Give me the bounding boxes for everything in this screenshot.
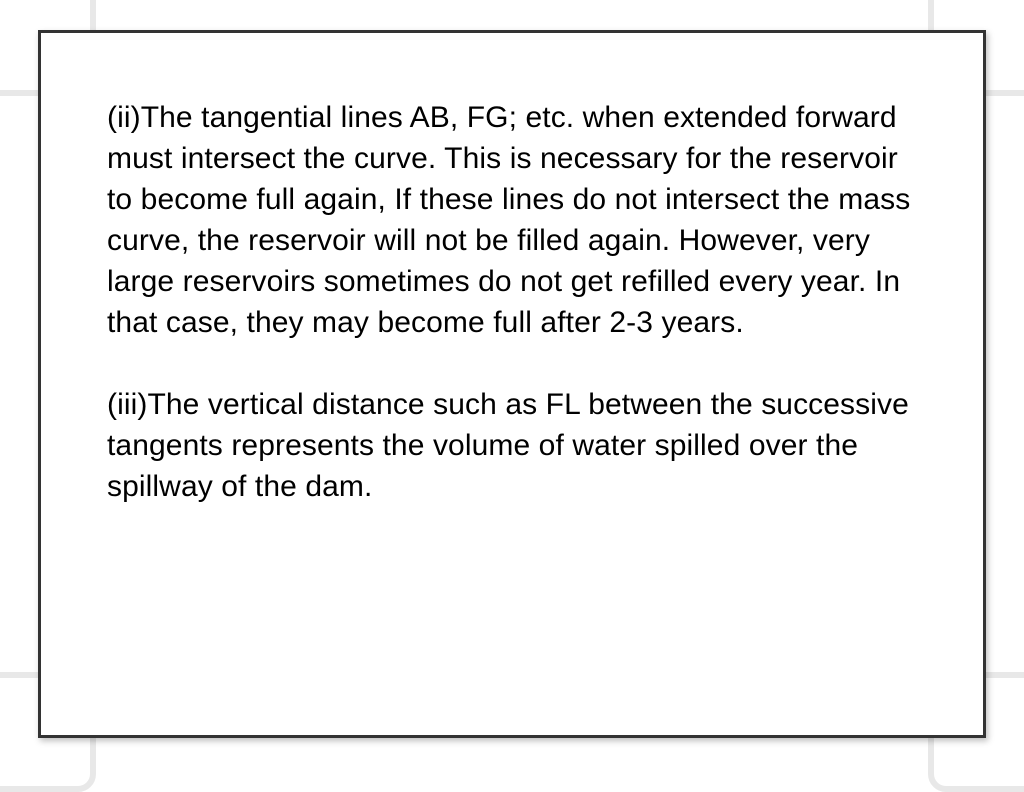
paragraph-iii: (iii)The vertical distance such as FL be…	[107, 384, 917, 507]
paragraph-ii: (ii)The tangential lines AB, FG; etc. wh…	[107, 97, 917, 344]
slide-frame: (ii)The tangential lines AB, FG; etc. wh…	[38, 30, 986, 738]
